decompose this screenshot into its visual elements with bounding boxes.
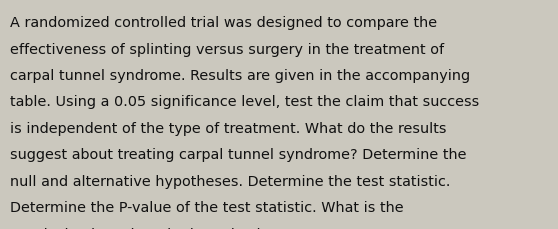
- Text: is independent of the type of treatment. What do the results: is independent of the type of treatment.…: [10, 121, 446, 135]
- Text: conclusion based on the hypothesis test?: conclusion based on the hypothesis test?: [10, 227, 308, 229]
- Text: null and alternative hypotheses. Determine the test statistic.: null and alternative hypotheses. Determi…: [10, 174, 450, 188]
- Text: suggest about treating carpal tunnel syndrome? Determine the: suggest about treating carpal tunnel syn…: [10, 148, 466, 162]
- Text: effectiveness of splinting versus surgery in the treatment of: effectiveness of splinting versus surger…: [10, 42, 444, 56]
- Text: table. Using a 0.05 significance level, test the claim that success: table. Using a 0.05 significance level, …: [10, 95, 479, 109]
- Text: Determine the P-value of the test statistic. What is the: Determine the P-value of the test statis…: [10, 200, 403, 214]
- Text: A randomized controlled trial was designed to compare the: A randomized controlled trial was design…: [10, 16, 437, 30]
- Text: carpal tunnel syndrome. Results are given in the accompanying: carpal tunnel syndrome. Results are give…: [10, 69, 470, 83]
